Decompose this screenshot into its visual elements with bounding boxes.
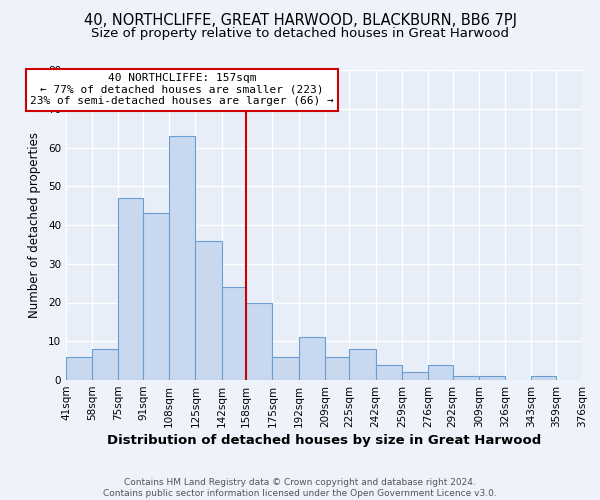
Bar bbox=[92, 349, 118, 380]
Bar bbox=[325, 357, 349, 380]
Bar bbox=[118, 198, 143, 380]
Text: 40, NORTHCLIFFE, GREAT HARWOOD, BLACKBURN, BB6 7PJ: 40, NORTHCLIFFE, GREAT HARWOOD, BLACKBUR… bbox=[83, 12, 517, 28]
Bar bbox=[272, 357, 299, 380]
Bar bbox=[221, 287, 246, 380]
X-axis label: Distribution of detached houses by size in Great Harwood: Distribution of detached houses by size … bbox=[107, 434, 541, 447]
Y-axis label: Number of detached properties: Number of detached properties bbox=[28, 132, 41, 318]
Bar bbox=[531, 376, 556, 380]
Bar bbox=[452, 376, 479, 380]
Text: Size of property relative to detached houses in Great Harwood: Size of property relative to detached ho… bbox=[91, 28, 509, 40]
Bar bbox=[246, 302, 272, 380]
Text: Contains HM Land Registry data © Crown copyright and database right 2024.
Contai: Contains HM Land Registry data © Crown c… bbox=[103, 478, 497, 498]
Bar bbox=[402, 372, 428, 380]
Bar bbox=[143, 214, 169, 380]
Bar bbox=[349, 349, 376, 380]
Bar bbox=[479, 376, 505, 380]
Text: 40 NORTHCLIFFE: 157sqm
← 77% of detached houses are smaller (223)
23% of semi-de: 40 NORTHCLIFFE: 157sqm ← 77% of detached… bbox=[30, 73, 334, 106]
Bar bbox=[376, 364, 402, 380]
Bar bbox=[196, 240, 221, 380]
Bar bbox=[428, 364, 452, 380]
Bar bbox=[299, 338, 325, 380]
Bar bbox=[66, 357, 92, 380]
Bar bbox=[169, 136, 196, 380]
